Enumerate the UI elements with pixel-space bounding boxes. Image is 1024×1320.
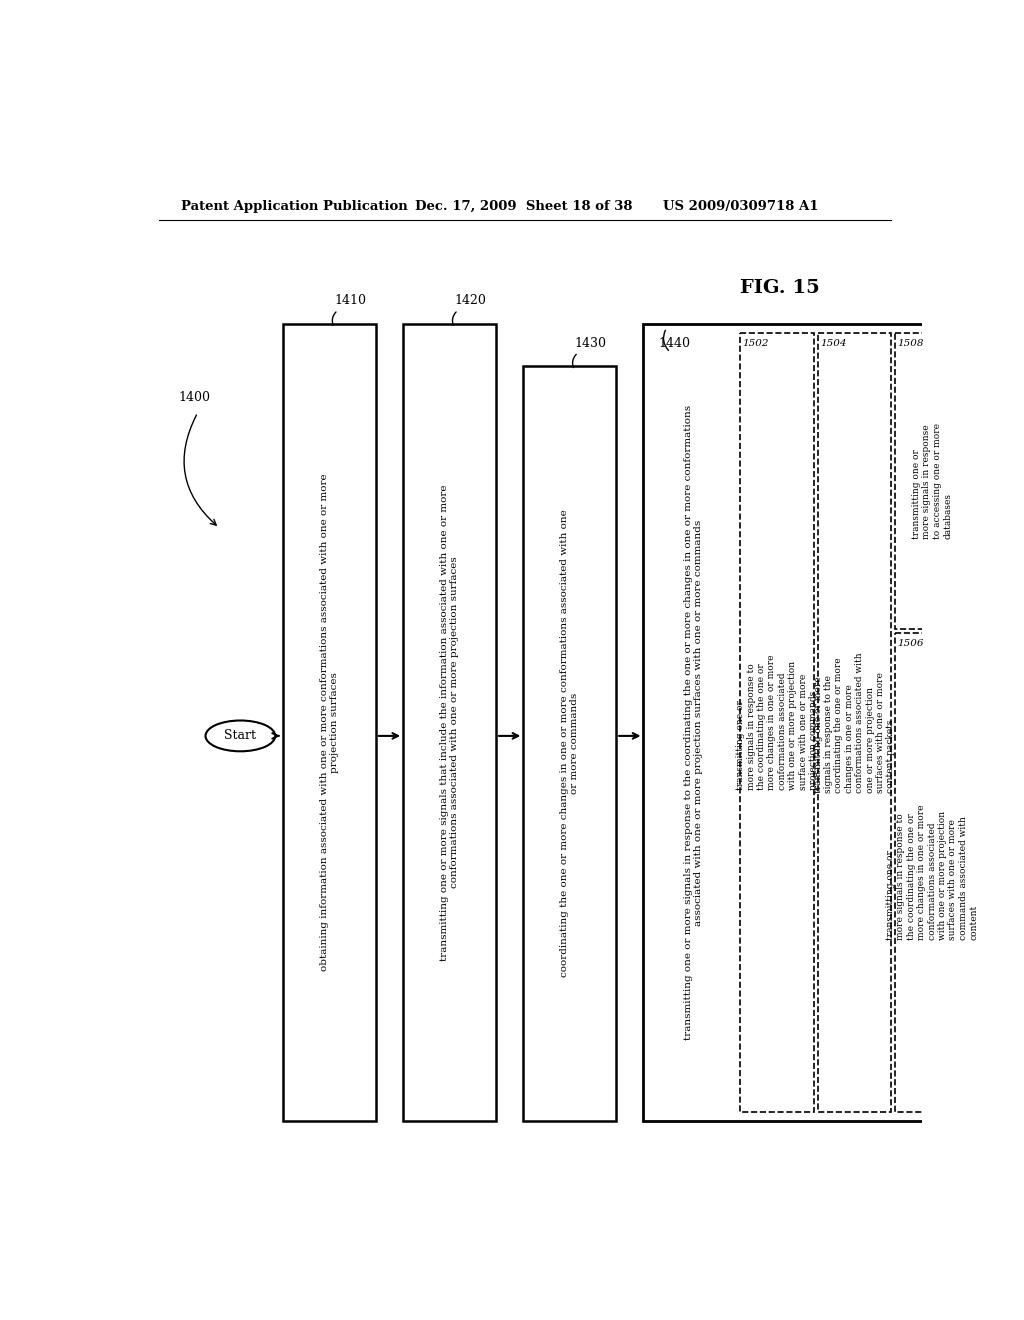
Bar bbox=[818, 333, 891, 1111]
Text: transmitting one or
more signals in response to
the coordinating the one or
more: transmitting one or more signals in resp… bbox=[736, 655, 818, 791]
Text: US 2009/0309718 A1: US 2009/0309718 A1 bbox=[663, 199, 818, 213]
Bar bbox=[643, 323, 977, 1121]
Text: Dec. 17, 2009  Sheet 18 of 38: Dec. 17, 2009 Sheet 18 of 38 bbox=[415, 199, 632, 213]
Text: transmitting one or more signals that include the information associated with on: transmitting one or more signals that in… bbox=[440, 484, 460, 961]
Text: 1508: 1508 bbox=[898, 339, 924, 348]
Text: 1506: 1506 bbox=[898, 639, 924, 648]
Text: transmitting one or more signals in response to the coordinating the one or more: transmitting one or more signals in resp… bbox=[684, 405, 703, 1040]
Text: 1410: 1410 bbox=[334, 294, 367, 308]
Text: 1440: 1440 bbox=[658, 337, 691, 350]
Text: coordinating the one or more changes in one or more conformations associated wit: coordinating the one or more changes in … bbox=[560, 510, 580, 978]
Bar bbox=[895, 333, 969, 630]
Text: transmitting one or
more signals in response to
the coordinating the one or
more: transmitting one or more signals in resp… bbox=[886, 804, 978, 940]
Text: 1504: 1504 bbox=[820, 339, 847, 348]
Bar bbox=[523, 367, 616, 1121]
Bar bbox=[740, 333, 814, 1111]
Bar bbox=[283, 323, 376, 1121]
Text: obtaining information associated with one or more conformations associated with : obtaining information associated with on… bbox=[319, 474, 339, 972]
Text: 1420: 1420 bbox=[455, 294, 486, 308]
Text: Patent Application Publication: Patent Application Publication bbox=[180, 199, 408, 213]
Text: Start: Start bbox=[224, 730, 256, 742]
Text: transmitting one or
more signals in response
to accessing one or more
databases: transmitting one or more signals in resp… bbox=[912, 424, 952, 539]
Bar bbox=[895, 632, 969, 1111]
Text: 1430: 1430 bbox=[574, 337, 606, 350]
Text: transmitting one or more
signals in response to the
coordinating the one or more: transmitting one or more signals in resp… bbox=[814, 652, 895, 793]
Text: 1502: 1502 bbox=[742, 339, 769, 348]
Bar bbox=[403, 323, 496, 1121]
Text: 1400: 1400 bbox=[178, 391, 210, 404]
Text: FIG. 15: FIG. 15 bbox=[740, 279, 820, 297]
